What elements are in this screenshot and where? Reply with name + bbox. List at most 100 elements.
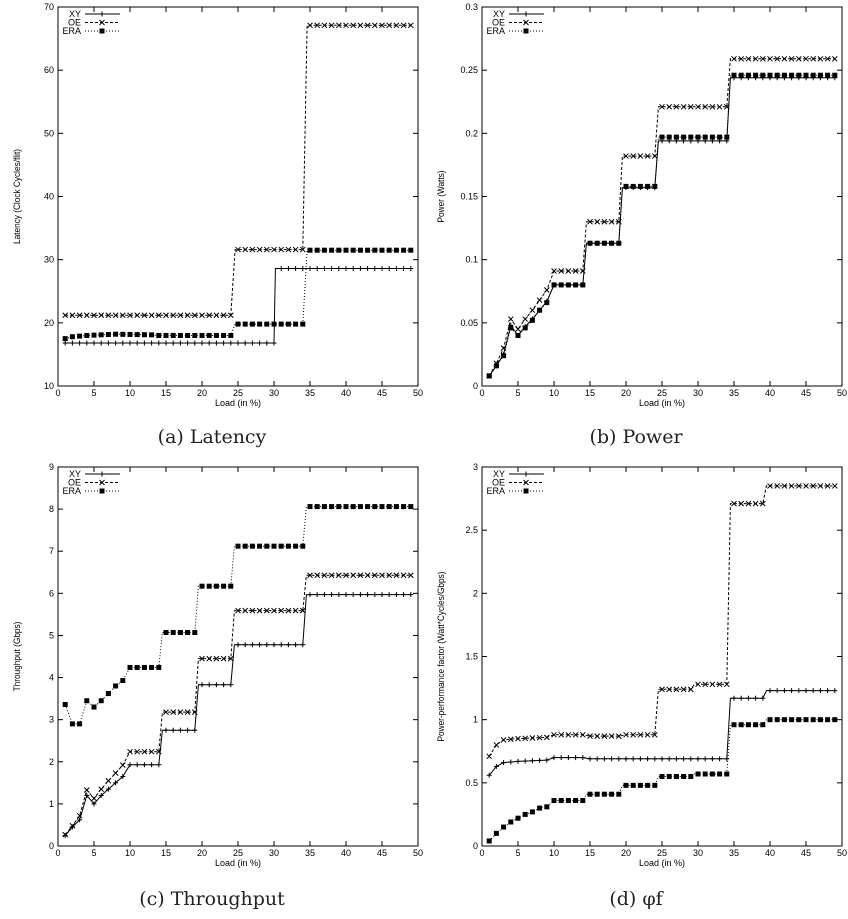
data-point-oe <box>343 572 349 579</box>
data-point-era <box>91 704 97 710</box>
x-tick-label: 35 <box>729 388 739 398</box>
data-point-oe <box>623 731 629 738</box>
data-point-era <box>285 321 291 327</box>
data-point-oe <box>379 22 385 29</box>
data-point-era <box>170 332 176 338</box>
x-tick-label: 50 <box>837 388 847 398</box>
data-point-oe <box>199 655 205 662</box>
series-xy <box>486 688 838 778</box>
data-point-era <box>149 332 155 338</box>
data-point-oe <box>141 748 148 755</box>
data-point-xy <box>601 756 607 762</box>
y-tick-label: 0.15 <box>460 192 478 202</box>
data-point-oe <box>177 312 184 319</box>
latency-chart: 0 5 10 15 20 25 30 35 40 45 50 10 20 30 40 50 60 70 Load (… <box>12 2 423 408</box>
data-point-era <box>293 321 299 327</box>
data-point-oe <box>278 246 285 253</box>
data-point-xy <box>192 340 198 346</box>
data-point-xy <box>127 340 133 346</box>
data-point-era <box>365 504 371 510</box>
data-point-era <box>717 771 723 777</box>
x-tick-label: 0 <box>55 388 60 398</box>
data-point-era <box>724 771 730 777</box>
data-point-era <box>163 629 169 635</box>
legend-marker-era <box>99 488 105 494</box>
data-point-era <box>594 240 600 246</box>
data-point-oe <box>105 312 112 319</box>
data-point-xy <box>609 756 615 762</box>
data-point-era <box>177 629 183 635</box>
data-point-xy <box>659 756 665 762</box>
data-point-oe <box>601 218 608 225</box>
data-point-oe <box>572 268 579 274</box>
data-point-era <box>537 307 543 313</box>
data-point-era <box>738 72 744 78</box>
data-point-era <box>522 325 528 331</box>
legend-marker-xy <box>99 471 105 477</box>
y-tick-label: 0 <box>49 841 54 851</box>
legend-label-oe: OE <box>68 478 81 488</box>
data-point-era <box>774 717 780 723</box>
data-point-era <box>623 782 629 788</box>
data-point-era <box>558 798 564 804</box>
data-point-xy <box>789 688 795 694</box>
data-point-era <box>257 321 263 327</box>
data-point-oe <box>127 312 133 319</box>
y-tick-label: 8 <box>49 504 54 514</box>
x-tick-label: 15 <box>161 388 171 398</box>
data-point-era <box>365 247 371 253</box>
data-point-era <box>832 717 838 723</box>
data-point-oe <box>328 22 335 29</box>
data-point-oe <box>314 22 321 29</box>
data-point-era <box>185 332 191 338</box>
data-point-oe <box>738 500 745 507</box>
data-point-oe <box>587 218 593 225</box>
data-point-era <box>486 838 492 844</box>
data-point-xy <box>314 592 320 598</box>
data-point-oe <box>543 287 550 293</box>
data-point-era <box>573 282 579 288</box>
legend-label-era: ERA <box>486 486 505 496</box>
data-point-oe <box>810 483 817 489</box>
series-line-oe <box>488 485 835 757</box>
series-era <box>62 247 414 342</box>
data-point-era <box>386 504 392 510</box>
data-point-oe <box>644 153 651 159</box>
x-tick-label: 10 <box>125 848 135 858</box>
x-tick-label: 30 <box>693 848 703 858</box>
data-point-oe <box>767 55 773 62</box>
data-point-era <box>565 798 571 804</box>
y-tick-label: 0.5 <box>465 778 478 788</box>
data-point-era <box>307 504 313 510</box>
data-point-era <box>379 504 385 510</box>
data-point-era <box>105 332 111 338</box>
data-point-oe <box>249 246 256 253</box>
data-point-era <box>350 504 356 510</box>
data-point-era <box>84 332 90 338</box>
data-point-xy <box>242 340 248 346</box>
data-point-xy <box>249 642 255 648</box>
x-tick-label: 25 <box>657 848 667 858</box>
data-point-oe <box>271 246 277 253</box>
data-point-era <box>781 717 787 723</box>
data-point-oe <box>299 607 306 614</box>
data-point-era <box>408 504 414 510</box>
data-point-era <box>113 683 119 689</box>
x-tick-label: 10 <box>549 848 559 858</box>
data-point-era <box>235 321 241 327</box>
data-point-oe <box>321 22 328 29</box>
data-point-era <box>221 332 227 338</box>
data-point-era <box>393 504 399 510</box>
data-point-xy <box>105 340 111 346</box>
data-point-oe <box>637 153 644 159</box>
data-point-xy <box>753 695 759 701</box>
data-point-era <box>120 678 126 684</box>
data-point-oe <box>364 572 371 579</box>
y-axis-label: Power (Watts) <box>436 170 446 222</box>
data-point-era <box>177 332 183 338</box>
series-era <box>486 72 838 379</box>
data-point-xy <box>681 756 687 762</box>
data-point-xy <box>709 756 715 762</box>
x-tick-label: 10 <box>549 388 559 398</box>
data-point-oe <box>400 572 407 579</box>
